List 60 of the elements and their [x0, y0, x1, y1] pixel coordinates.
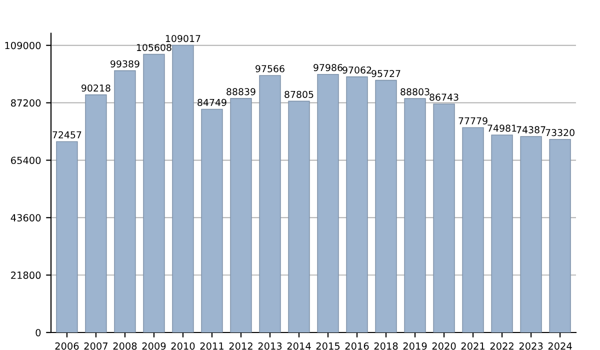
x-tick-label: 2015: [316, 342, 340, 350]
data-label: 99389: [110, 60, 140, 68]
data-label: 97986: [314, 64, 342, 72]
data-label: 84749: [198, 98, 226, 106]
bar: [491, 134, 513, 332]
data-label: 105608: [136, 44, 172, 52]
data-label: 74387: [516, 126, 546, 134]
y-tick-label: 109000: [5, 42, 41, 50]
data-label: 73320: [546, 128, 574, 136]
x-tick-label: 2023: [519, 342, 543, 350]
data-label: 87805: [284, 90, 314, 98]
bar: [375, 80, 397, 332]
x-tick-label: 2012: [229, 342, 252, 350]
data-label: 90218: [82, 84, 110, 92]
data-label: 88839: [226, 88, 256, 96]
bar: [143, 54, 165, 332]
bar: [201, 108, 223, 332]
y-tick-label: 65400: [11, 156, 41, 164]
y-tick-label: 87200: [11, 99, 41, 107]
x-tick-label: 2024: [548, 342, 572, 350]
bar: [56, 141, 78, 332]
data-label: 97062: [342, 66, 372, 74]
data-label: 77779: [458, 117, 488, 124]
x-tick-label: 2013: [258, 342, 282, 350]
bar: [288, 100, 310, 332]
x-tick-label: 2010: [171, 342, 195, 350]
bar: [433, 104, 455, 332]
bar: [85, 94, 107, 332]
bar: [317, 74, 339, 332]
bar: [462, 127, 484, 332]
y-tick-label: 43600: [10, 214, 41, 222]
x-tick-label: 2007: [84, 342, 108, 350]
x-tick-label: 2018: [374, 342, 398, 350]
x-tick-label: 2022: [490, 342, 514, 350]
data-label: 88803: [400, 88, 430, 96]
x-tick-label: 2021: [461, 342, 485, 350]
x-tick-label: 2009: [142, 342, 166, 350]
y-tick-label: 0: [36, 328, 41, 336]
bar: [114, 70, 136, 332]
x-tick-label: 2011: [200, 342, 224, 350]
x-tick-label: 2006: [55, 342, 79, 350]
x-tick-label: 2008: [113, 342, 137, 350]
x-tick-label: 2016: [345, 342, 369, 350]
y-tick-label: 21800: [11, 272, 41, 279]
bar: [259, 75, 281, 332]
data-label: 97566: [256, 65, 284, 72]
bar: [520, 136, 542, 332]
data-label: 74981: [488, 124, 516, 132]
bar: [346, 76, 368, 332]
bar: [549, 138, 571, 332]
data-label: 72457: [52, 131, 82, 138]
bar: [172, 44, 194, 332]
x-tick-label: 2019: [403, 342, 427, 350]
data-label: 95727: [372, 70, 400, 78]
x-tick-label: 2014: [287, 342, 311, 350]
bar: [404, 98, 426, 332]
bar: [230, 98, 252, 332]
x-tick-label: 2020: [432, 342, 456, 350]
data-label: 109017: [166, 34, 200, 42]
data-label: 86743: [430, 94, 458, 101]
